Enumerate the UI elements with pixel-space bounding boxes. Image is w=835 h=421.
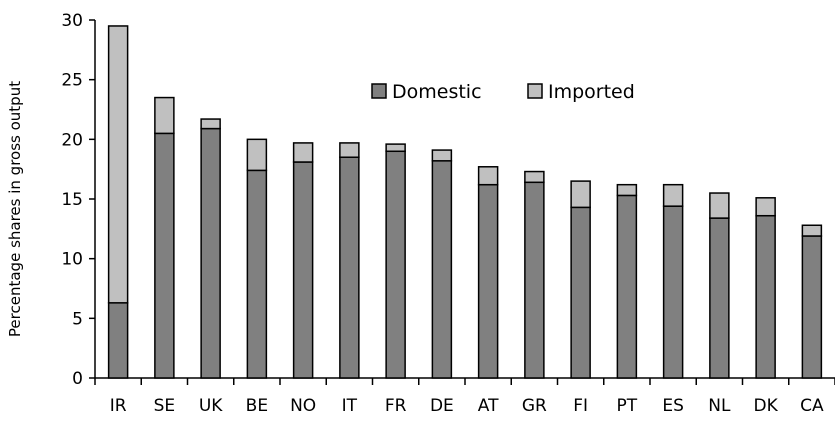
x-tick-label: FI [573,396,588,416]
x-tick-label: SE [154,396,176,416]
bar-domestic-pt [616,194,638,379]
bar-domestic-se [154,132,175,379]
bar-domestic-fr [385,150,406,379]
x-tick-label: GR [522,396,547,416]
legend-label-imported: Imported [548,81,635,103]
bar-imported-it [339,142,360,158]
x-tick-label: AT [478,396,499,416]
y-tick-label: 20 [61,130,83,150]
bar-domestic-es [662,205,684,379]
x-tick-label: CA [800,396,824,416]
x-tick-label: FR [385,396,407,416]
x-tick-label: DE [430,396,454,416]
bar-domestic-fi [570,206,591,379]
bar-imported-fr [385,143,406,153]
y-axis-title: Percentage shares in gross output [6,81,24,337]
bar-imported-at [477,166,499,186]
x-tick-label: NO [290,396,316,416]
bar-imported-fi [570,180,591,209]
y-tick-label: 25 [61,71,83,91]
y-axis: 0 5 10 15 20 25 30 [61,11,96,389]
y-tick-label: 5 [72,309,83,329]
legend-label-domestic: Domestic [392,81,482,103]
bar-imported-pt [616,183,638,197]
bar-domestic-it [339,156,360,379]
x-tick-label: DK [754,396,779,416]
x-tick-label: IT [342,396,358,416]
bar-domestic-ir [107,302,129,379]
bar-domestic-uk [200,127,221,379]
bar-imported-uk [200,118,221,130]
x-tick-label: ES [662,396,684,416]
bar-domestic-no [292,161,314,379]
bar-imported-dk [755,197,776,217]
x-tick-label: BE [246,396,268,416]
bar-domestic-be [246,169,268,379]
legend-swatch-domestic [371,83,387,99]
x-tick-label: UK [199,396,223,416]
legend-swatch-imported [527,83,543,99]
x-axis: IR SE UK BE NO IT FR DE AT GR FI PT ES NL DK CA [94,377,835,416]
x-tick-label: PT [617,396,638,416]
bars [107,25,823,379]
bar-domestic-dk [755,214,776,379]
x-tick-label: NL [708,396,731,416]
bar-domestic-gr [524,181,545,379]
y-tick-label: 30 [61,11,83,31]
x-tick-label: IR [110,396,127,416]
bar-imported-gr [524,170,545,184]
y-tick-label: 10 [61,250,83,270]
bar-domestic-at [477,183,499,379]
bar-domestic-ca [801,235,823,379]
bar-imported-es [662,183,684,207]
bar-imported-se [154,96,175,135]
legend: Domestic Imported [371,81,635,103]
y-tick-label: 0 [72,369,83,389]
bar-imported-de [431,149,453,162]
bar-imported-nl [709,192,730,219]
bar-imported-ir [107,25,129,304]
bar-imported-ca [801,224,823,237]
y-tick-label: 15 [61,190,83,210]
bar-domestic-nl [709,217,730,379]
bar-imported-no [292,142,314,163]
bar-imported-be [246,138,268,172]
bar-domestic-de [431,160,453,379]
